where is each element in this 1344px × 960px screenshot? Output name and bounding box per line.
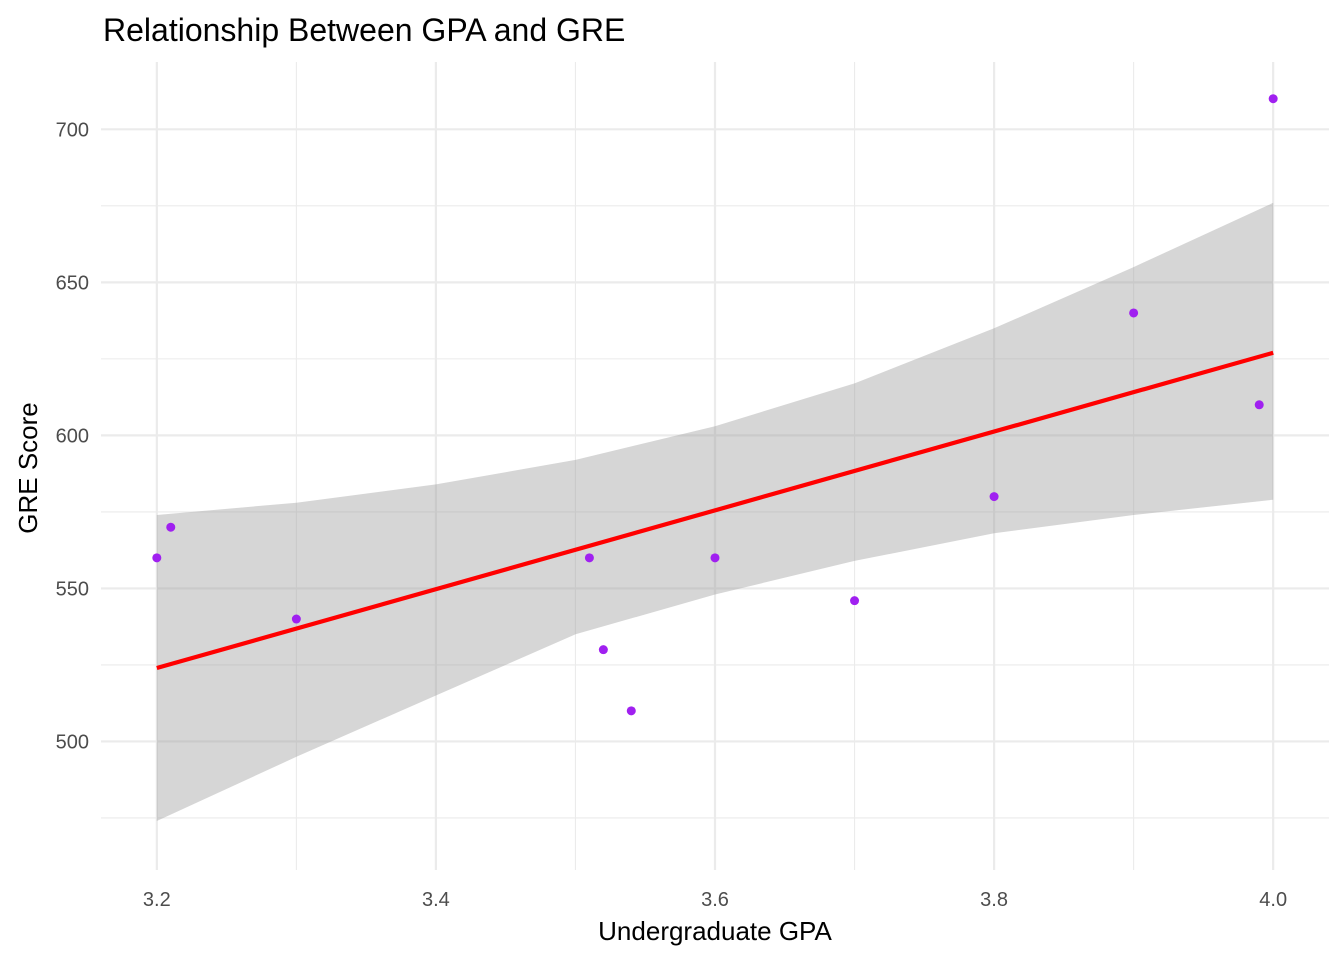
data-point bbox=[989, 492, 999, 502]
chart-title: Relationship Between GPA and GRE bbox=[103, 12, 625, 48]
data-points bbox=[152, 94, 1278, 716]
data-point bbox=[626, 706, 636, 716]
x-axis-title: Undergraduate GPA bbox=[598, 916, 832, 946]
trend-line bbox=[156, 350, 1274, 671]
x-tick-label: 3.4 bbox=[422, 889, 450, 911]
trend-line-layer bbox=[156, 350, 1274, 671]
y-tick-label: 500 bbox=[56, 731, 89, 753]
data-point bbox=[710, 553, 720, 563]
x-tick-label: 4.0 bbox=[1259, 889, 1287, 911]
data-point bbox=[1254, 400, 1264, 410]
y-tick-label: 700 bbox=[56, 119, 89, 141]
grid-lines bbox=[101, 62, 1329, 870]
y-tick-labels: 500 550 600 650 700 bbox=[56, 119, 89, 753]
x-tick-label: 3.8 bbox=[980, 889, 1008, 911]
data-point bbox=[850, 596, 860, 606]
data-point bbox=[1129, 308, 1139, 318]
y-tick-label: 550 bbox=[56, 578, 89, 600]
x-tick-label: 3.6 bbox=[701, 889, 729, 911]
y-tick-label: 600 bbox=[56, 425, 89, 447]
x-tick-label: 3.2 bbox=[143, 889, 171, 911]
data-point bbox=[166, 522, 176, 532]
data-point bbox=[1268, 94, 1278, 104]
y-axis-title: GRE Score bbox=[13, 402, 43, 534]
data-point bbox=[598, 645, 608, 655]
y-tick-label: 650 bbox=[56, 272, 89, 294]
data-point bbox=[291, 614, 301, 624]
x-tick-labels: 3.2 3.4 3.6 3.8 4.0 bbox=[143, 889, 1287, 911]
data-point bbox=[584, 553, 594, 563]
data-point bbox=[152, 553, 162, 563]
